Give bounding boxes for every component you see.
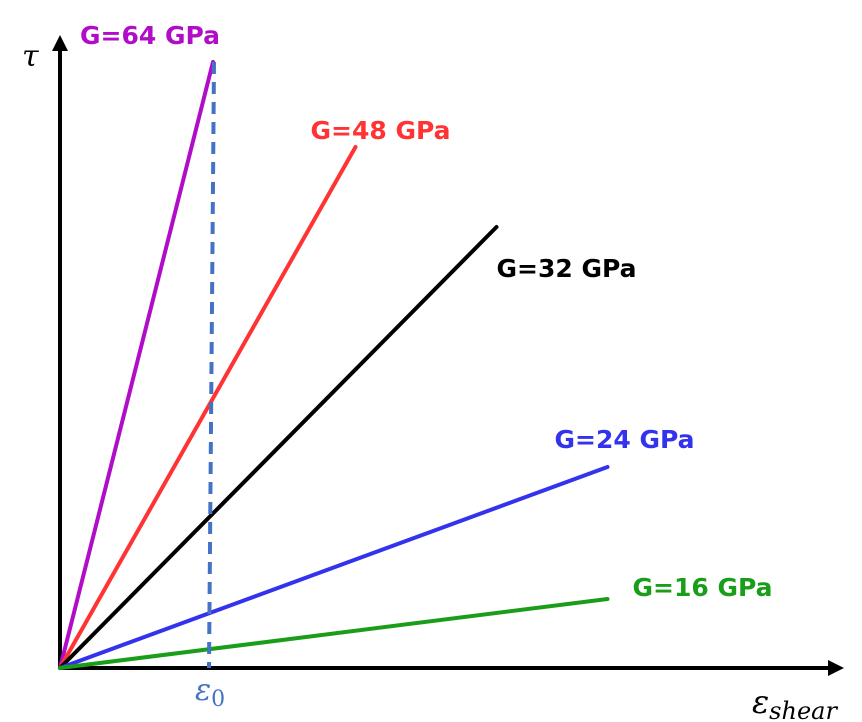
series-labels: G=64 GPa G=48 GPa G=32 GPa G=24 GPa G=16 GPa bbox=[80, 21, 773, 602]
epsilon-zero-label: ε0 bbox=[195, 673, 225, 712]
series-line-g-48-gpa bbox=[58, 145, 358, 670]
series-lines bbox=[58, 60, 610, 670]
series-line-g-32-gpa bbox=[58, 225, 499, 670]
y-axis-label: τ bbox=[22, 39, 39, 74]
x-axis-label: εshear bbox=[752, 683, 838, 722]
series-line-g-16-gpa bbox=[58, 597, 610, 670]
epsilon-zero-dashed-line bbox=[207, 61, 216, 669]
series-line-g-24-gpa bbox=[58, 465, 610, 670]
x-axis-arrow-icon bbox=[828, 660, 844, 676]
series-label-g-64-gpa: G=64 GPa bbox=[80, 21, 220, 50]
y-axis-arrow-icon bbox=[52, 35, 68, 51]
series-label-g-24-gpa: G=24 GPa bbox=[555, 425, 695, 454]
series-label-g-32-gpa: G=32 GPa bbox=[497, 254, 637, 283]
series-label-g-16-gpa: G=16 GPa bbox=[633, 573, 773, 602]
series-line-g-64-gpa bbox=[58, 60, 215, 670]
series-label-g-48-gpa: G=48 GPa bbox=[311, 116, 451, 145]
